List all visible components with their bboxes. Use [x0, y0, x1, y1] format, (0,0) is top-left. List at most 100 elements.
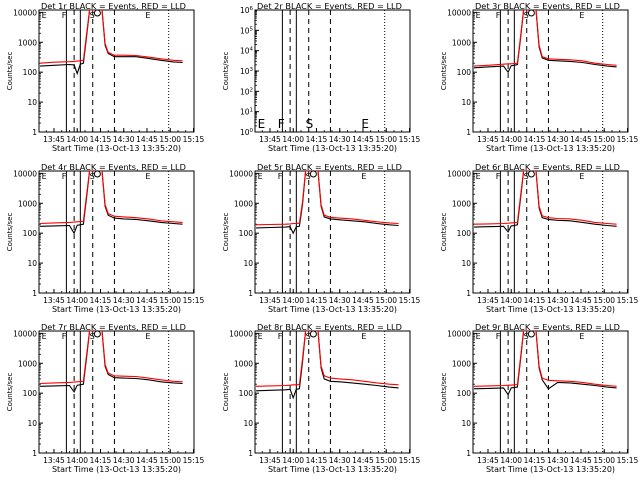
- x-tick-label: 14:15: [90, 296, 112, 305]
- x-tick-label: 15:00: [159, 135, 181, 144]
- event-marker-label: E: [42, 332, 47, 341]
- x-tick-label: 15:15: [617, 135, 639, 144]
- y-tick-label: 1: [466, 128, 471, 137]
- panel-1: Det 1r BLACK = Events, RED = LLD Counts/s…: [6, 1, 205, 153]
- event-marker-label: E: [579, 332, 584, 341]
- event-marker-label: E: [42, 172, 47, 181]
- event-marker-label: F: [278, 332, 283, 341]
- attenuator-marker: [93, 9, 101, 17]
- x-tick-label: 14:00: [66, 296, 88, 305]
- event-marker-label: E: [258, 332, 263, 341]
- x-tick-label: 13:45: [43, 135, 65, 144]
- series-lld-line: [473, 331, 617, 387]
- x-tick-label: 15:15: [617, 296, 639, 305]
- series-lld-line: [39, 331, 183, 385]
- event-marker-label: E: [361, 332, 366, 341]
- x-tick-label: 14:00: [66, 135, 88, 144]
- tick-exponent: 6: [250, 6, 254, 12]
- x-tick-label: 14:15: [524, 296, 546, 305]
- x-tick-label: 15:00: [375, 296, 397, 305]
- attenuator-marker: [527, 330, 535, 338]
- y-axis-label: Counts/sec: [440, 52, 448, 91]
- x-tick-label: 14:30: [113, 135, 135, 144]
- x-tick-label: 14:00: [66, 456, 88, 465]
- event-marker-label: E: [361, 117, 369, 131]
- series-lld-line: [473, 10, 617, 67]
- x-tick-label: 14:30: [329, 296, 351, 305]
- plot-frame: [38, 330, 195, 454]
- y-tick-label: 100: [23, 229, 38, 238]
- y-tick-label: 100: [23, 68, 38, 77]
- x-tick-label: 14:30: [329, 456, 351, 465]
- x-tick-label: 14:15: [306, 456, 328, 465]
- panel-5: Det 5r BLACK = Events, RED = LLD Counts/s…: [222, 162, 421, 314]
- y-tick-label: 1: [32, 128, 37, 137]
- y-axis-label: Counts/sec: [6, 213, 14, 252]
- series-events-line: [473, 331, 617, 396]
- x-tick-label: 15:15: [399, 135, 421, 144]
- y-tick-label: 1000: [452, 359, 471, 368]
- y-tick-label: 10000: [13, 329, 37, 338]
- y-tick-label: 10: [27, 98, 37, 107]
- tick-exponent: 2: [250, 87, 254, 93]
- event-marker-label: F: [496, 332, 501, 341]
- event-marker-label: F: [496, 11, 501, 20]
- x-tick-label: 14:30: [113, 456, 135, 465]
- x-tick-label: 13:45: [43, 296, 65, 305]
- event-marker-label: F: [278, 117, 285, 131]
- x-tick-label: 14:00: [500, 296, 522, 305]
- y-tick-label: 100: [457, 68, 472, 77]
- x-tick-label: 13:45: [259, 296, 281, 305]
- x-tick-label: 14:15: [306, 296, 328, 305]
- x-tick-label: 15:15: [399, 296, 421, 305]
- plot-frame: [254, 170, 411, 294]
- x-tick-label: 15:15: [183, 456, 205, 465]
- series-lld-line: [255, 171, 399, 226]
- x-tick-label: 13:45: [259, 456, 281, 465]
- y-tick-label: 10: [461, 259, 471, 268]
- y-tick-label: 102: [240, 87, 253, 96]
- y-axis-label: Counts/sec: [6, 373, 14, 412]
- x-tick-label: 13:45: [43, 456, 65, 465]
- x-tick-label: 14:45: [570, 296, 592, 305]
- event-marker-label: E: [476, 172, 481, 181]
- y-tick-label: 100: [239, 229, 254, 238]
- event-marker-label: E: [145, 11, 150, 20]
- x-tick-label: 14:00: [282, 456, 304, 465]
- y-tick-label: 1: [248, 289, 253, 298]
- x-tick-label: 14:30: [329, 135, 351, 144]
- x-tick-label: 14:45: [136, 135, 158, 144]
- panel-title: Det 9r BLACK = Events, RED = LLD: [475, 322, 620, 332]
- event-marker-label: F: [62, 11, 67, 20]
- x-tick-label: 15:00: [159, 296, 181, 305]
- panel-title: Det 2r BLACK = Events, RED = LLD: [257, 1, 402, 11]
- y-tick-label: 100: [240, 128, 254, 137]
- y-tick-label: 1: [32, 449, 37, 458]
- panel-4: Det 4r BLACK = Events, RED = LLD Counts/s…: [6, 162, 205, 314]
- event-marker-label: S: [306, 332, 311, 341]
- tick-exponent: 3: [250, 67, 254, 73]
- y-tick-label: 10000: [447, 8, 471, 17]
- event-marker-label: S: [524, 172, 529, 181]
- x-tick-label: 15:15: [183, 296, 205, 305]
- series-events-line: [473, 10, 617, 74]
- y-tick-label: 10: [461, 419, 471, 428]
- y-tick-label: 10000: [13, 169, 37, 178]
- y-axis-label: Counts/sec: [222, 213, 230, 252]
- y-tick-label: 100: [457, 389, 472, 398]
- y-tick-label: 10000: [13, 8, 37, 17]
- panel-title: Det 3r BLACK = Events, RED = LLD: [475, 1, 620, 11]
- event-marker-label: E: [145, 172, 150, 181]
- event-marker-label: S: [524, 11, 529, 20]
- event-marker-label: S: [90, 332, 95, 341]
- x-tick-label: 14:45: [136, 296, 158, 305]
- x-tick-label: 14:45: [352, 296, 374, 305]
- tick-exponent: 4: [250, 47, 254, 53]
- x-tick-label: 14:30: [547, 296, 569, 305]
- y-tick-label: 105: [240, 26, 254, 35]
- y-tick-label: 10000: [447, 169, 471, 178]
- x-tick-label: 13:45: [259, 135, 281, 144]
- x-tick-label: 14:30: [113, 296, 135, 305]
- event-marker-label: E: [476, 332, 481, 341]
